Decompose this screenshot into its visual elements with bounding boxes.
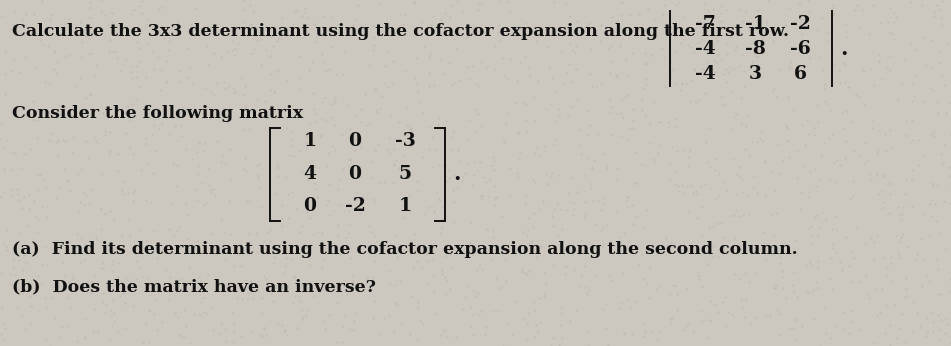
Text: 1: 1: [398, 197, 412, 215]
Text: -7: -7: [694, 15, 715, 33]
Text: -4: -4: [694, 65, 715, 83]
Text: -4: -4: [694, 40, 715, 58]
Text: 1: 1: [303, 132, 317, 150]
Text: -8: -8: [745, 40, 766, 58]
Text: 3: 3: [748, 65, 762, 83]
Text: .: .: [840, 38, 847, 60]
Text: Calculate the 3x3 determinant using the cofactor expansion along the first row.: Calculate the 3x3 determinant using the …: [12, 23, 789, 40]
Text: -6: -6: [789, 40, 810, 58]
Text: (a)  Find its determinant using the cofactor expansion along the second column.: (a) Find its determinant using the cofac…: [12, 241, 798, 258]
Text: -3: -3: [395, 132, 416, 150]
Text: Consider the following matrix: Consider the following matrix: [12, 105, 303, 122]
Text: 0: 0: [303, 197, 317, 215]
Text: 4: 4: [303, 165, 317, 183]
Text: 0: 0: [348, 165, 361, 183]
Text: 0: 0: [348, 132, 361, 150]
Text: .: .: [453, 163, 460, 185]
Text: 6: 6: [793, 65, 806, 83]
Text: 5: 5: [398, 165, 412, 183]
Text: -2: -2: [789, 15, 810, 33]
Text: -2: -2: [344, 197, 365, 215]
Text: -1: -1: [745, 15, 766, 33]
Text: (b)  Does the matrix have an inverse?: (b) Does the matrix have an inverse?: [12, 278, 376, 295]
